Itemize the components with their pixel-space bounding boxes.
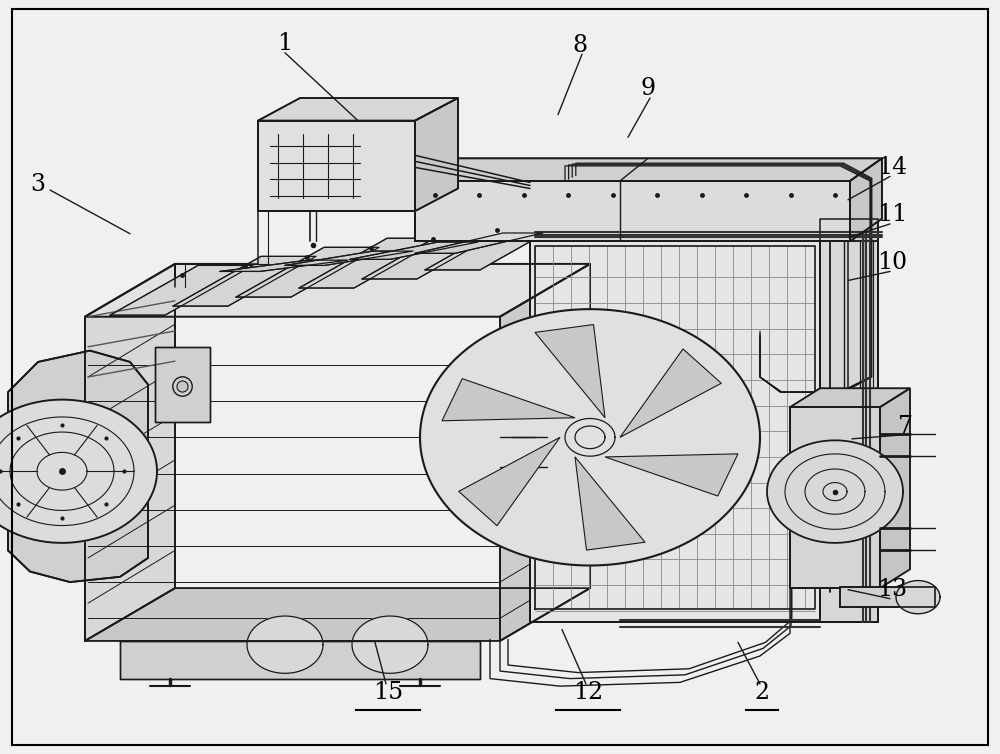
Polygon shape xyxy=(285,251,413,265)
Polygon shape xyxy=(790,407,880,588)
Polygon shape xyxy=(415,181,850,241)
Polygon shape xyxy=(155,347,210,422)
Polygon shape xyxy=(880,388,910,588)
Polygon shape xyxy=(840,587,935,607)
Text: 13: 13 xyxy=(877,578,907,601)
Text: 3: 3 xyxy=(30,173,46,196)
Polygon shape xyxy=(85,264,175,641)
Polygon shape xyxy=(896,581,940,614)
Text: 2: 2 xyxy=(754,681,770,703)
Polygon shape xyxy=(0,400,157,543)
Polygon shape xyxy=(350,242,478,259)
Polygon shape xyxy=(85,588,590,641)
Polygon shape xyxy=(790,388,910,407)
Polygon shape xyxy=(258,98,458,121)
Text: 11: 11 xyxy=(877,204,907,226)
Polygon shape xyxy=(415,98,458,211)
Text: 7: 7 xyxy=(898,415,912,437)
Polygon shape xyxy=(110,265,253,315)
Polygon shape xyxy=(220,260,348,271)
Polygon shape xyxy=(620,349,721,437)
Polygon shape xyxy=(575,457,645,550)
Text: 14: 14 xyxy=(877,156,907,179)
Polygon shape xyxy=(415,233,543,253)
Polygon shape xyxy=(8,351,148,582)
Text: 15: 15 xyxy=(373,681,403,703)
Polygon shape xyxy=(767,440,903,543)
Polygon shape xyxy=(362,229,505,279)
Polygon shape xyxy=(850,158,882,241)
Text: 8: 8 xyxy=(572,34,588,57)
Polygon shape xyxy=(299,238,442,288)
Polygon shape xyxy=(820,234,878,622)
Polygon shape xyxy=(420,309,760,566)
Text: 9: 9 xyxy=(640,78,656,100)
Polygon shape xyxy=(535,324,605,418)
Polygon shape xyxy=(415,158,882,181)
Polygon shape xyxy=(247,616,323,673)
Polygon shape xyxy=(120,641,480,679)
Polygon shape xyxy=(459,437,560,526)
Polygon shape xyxy=(85,264,590,317)
Text: 12: 12 xyxy=(573,681,603,703)
Polygon shape xyxy=(352,616,428,673)
Polygon shape xyxy=(425,220,568,270)
Polygon shape xyxy=(605,454,738,496)
Text: 1: 1 xyxy=(277,32,293,55)
Polygon shape xyxy=(442,379,575,421)
Text: 10: 10 xyxy=(877,251,907,274)
Polygon shape xyxy=(258,121,415,211)
Polygon shape xyxy=(530,241,820,622)
Polygon shape xyxy=(820,219,878,241)
Polygon shape xyxy=(236,247,379,297)
Polygon shape xyxy=(500,264,590,641)
Polygon shape xyxy=(173,256,316,306)
